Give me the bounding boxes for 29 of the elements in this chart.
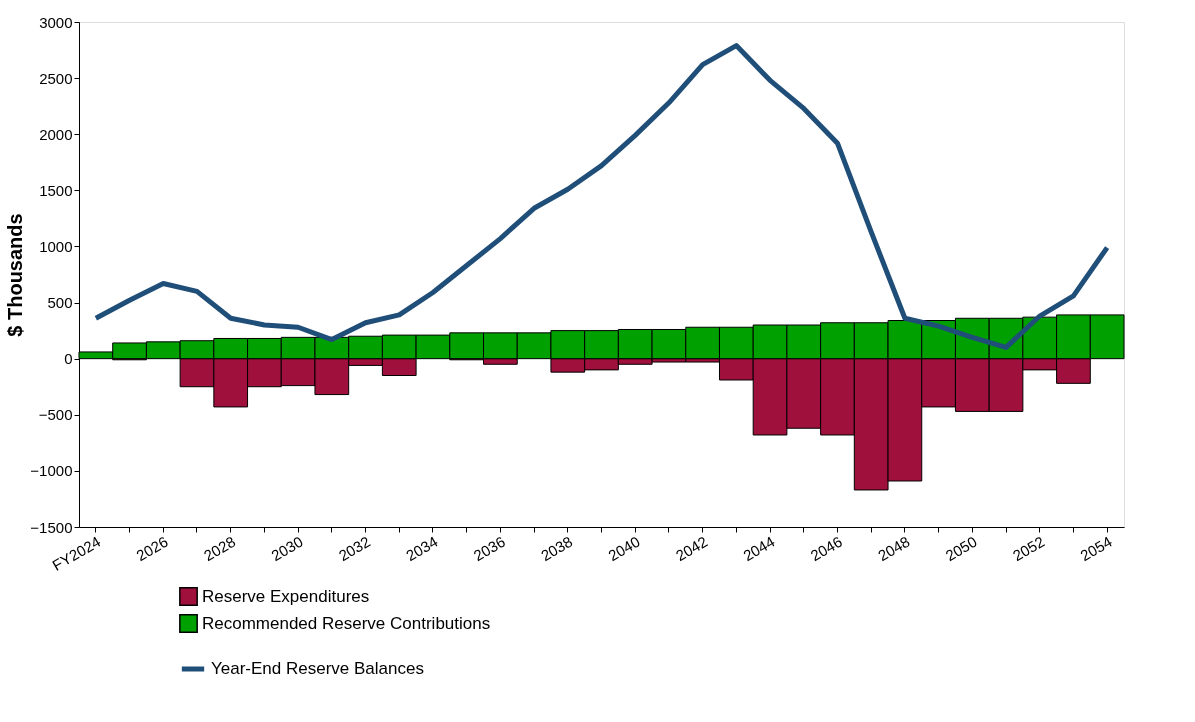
x-tick-label: 2048	[874, 532, 913, 565]
y-tick-label: 1000	[39, 237, 73, 255]
x-tick-label: 2026	[133, 532, 171, 565]
legend-label: Year-End Reserve Balances	[211, 659, 424, 678]
x-tick-label: 2038	[537, 532, 576, 565]
x-tick-label: 2028	[200, 532, 239, 565]
legend-label: Reserve Expenditures	[202, 586, 370, 606]
x-tick-label: 2050	[942, 532, 980, 565]
x-tick-label: 2042	[672, 532, 711, 565]
x-tick-label: 2054	[1077, 532, 1115, 565]
x-tick-label: 2034	[403, 532, 441, 565]
y-tick-label: 1500	[39, 181, 73, 199]
y-tick-label: 0	[64, 350, 73, 368]
x-tick-label: 2052	[1009, 532, 1048, 565]
x-tick-label: 2036	[470, 532, 508, 565]
x-tick-label: 2044	[740, 532, 778, 565]
y-tick-label: 2500	[39, 69, 73, 87]
y-tick-label: −500	[38, 406, 73, 424]
x-tick-label: 2040	[605, 532, 643, 565]
y-tick-label: 500	[47, 294, 73, 312]
legend-label: Recommended Reserve Contributions	[202, 613, 491, 633]
y-tick-label: 2000	[39, 125, 73, 143]
x-tick-label: 2030	[268, 532, 306, 565]
y-tick-label: −1000	[30, 462, 73, 480]
y-tick-label: 3000	[39, 13, 73, 31]
x-tick-label: 2046	[807, 532, 845, 565]
x-tick-label: 2032	[335, 532, 374, 565]
y-tick-label: −1500	[30, 518, 73, 536]
y-axis-title: $ Thousands	[4, 213, 27, 337]
